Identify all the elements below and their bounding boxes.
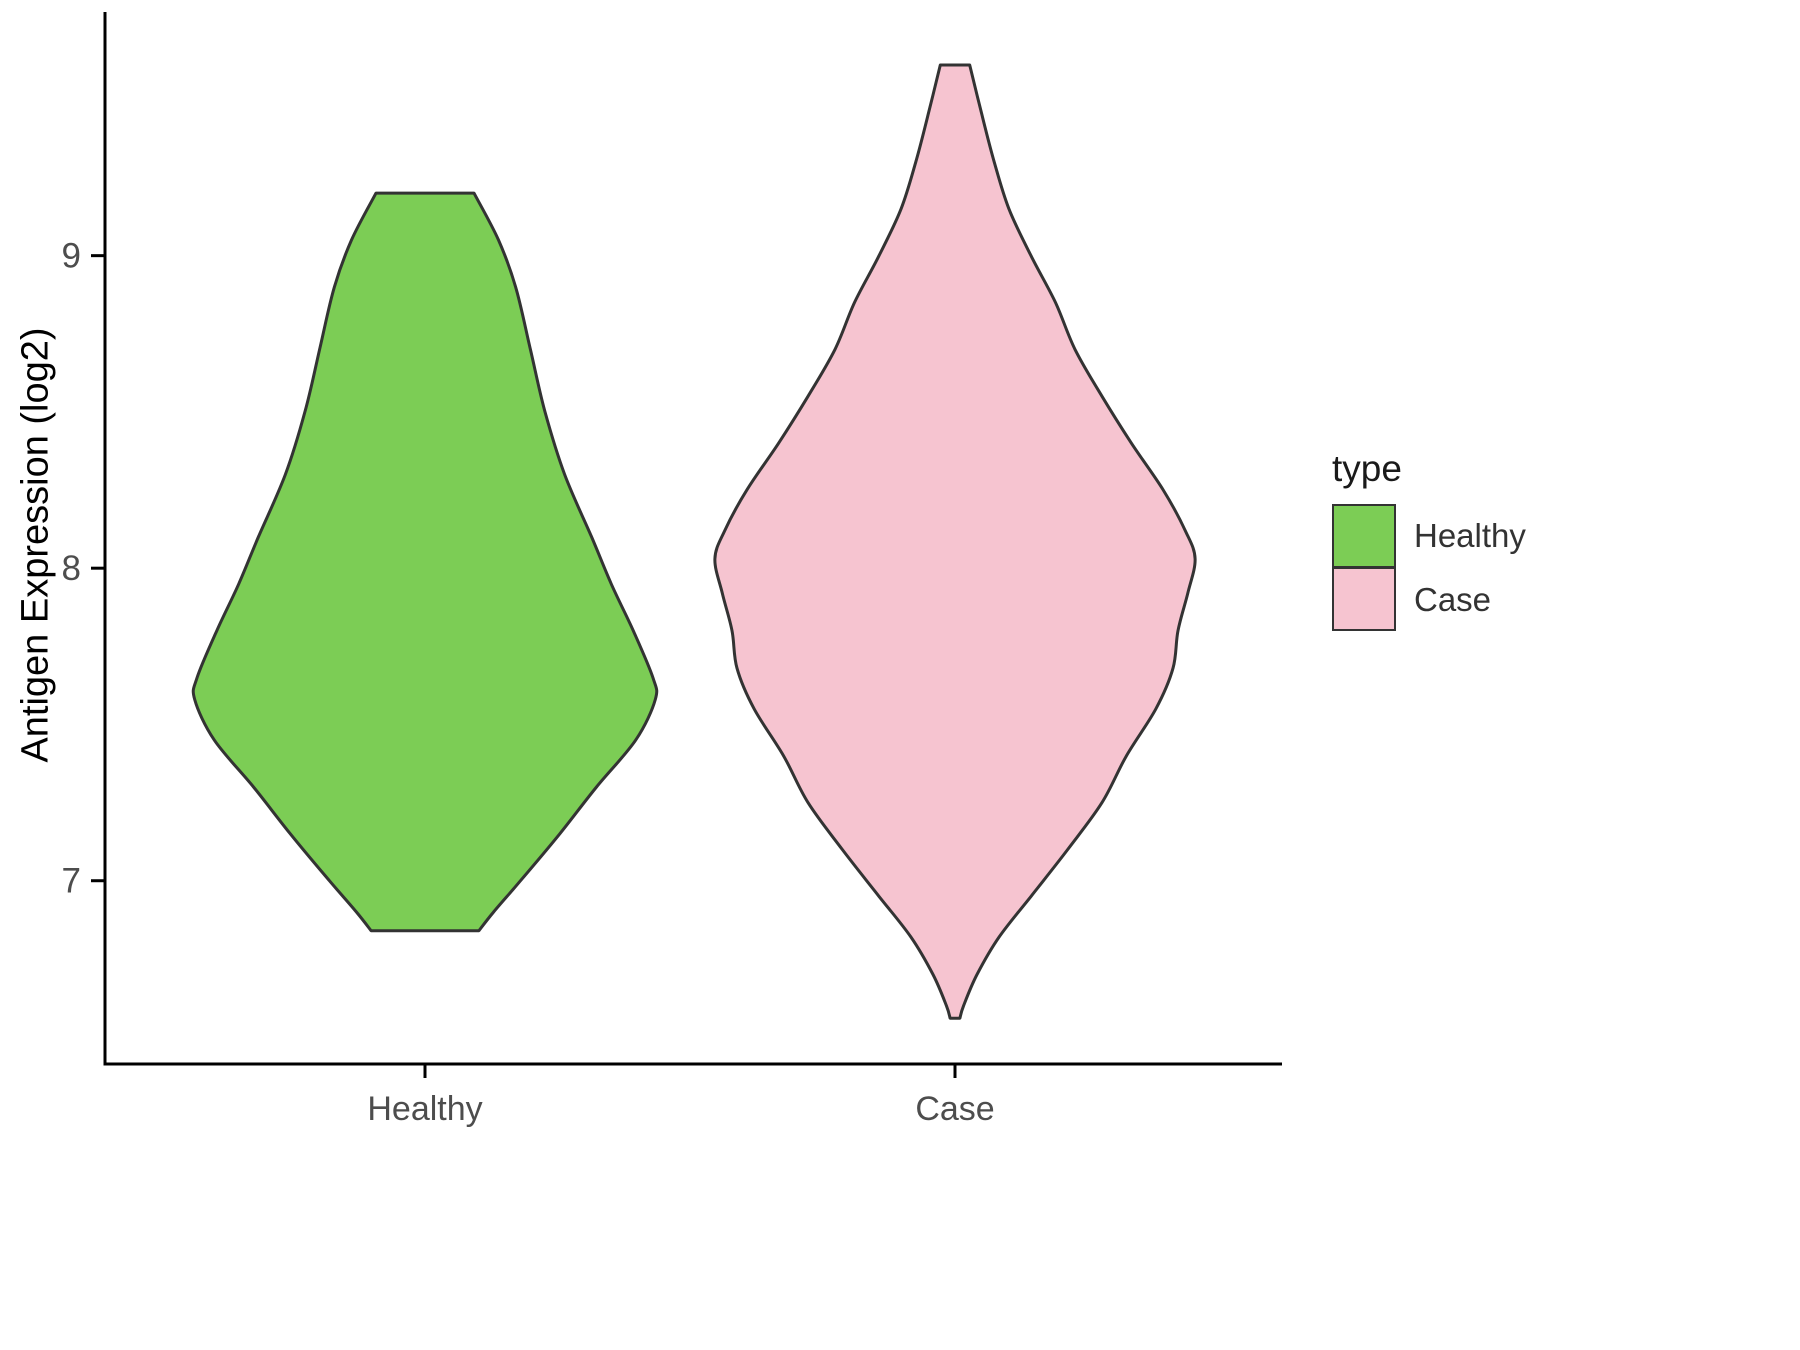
legend-title: type <box>1332 448 1402 489</box>
legend-entry-case: Case <box>1332 567 1526 632</box>
legend: type Healthy Case <box>1332 448 1526 632</box>
y-tick-label: 8 <box>62 549 81 588</box>
legend-swatch-healthy <box>1332 504 1396 568</box>
violin-case <box>713 63 1197 1020</box>
legend-label-case: Case <box>1414 581 1492 618</box>
legend-entry-healthy: Healthy <box>1332 504 1526 568</box>
x-category-label: Healthy <box>367 1090 482 1128</box>
y-axis-title: Antigen Expression (log2) <box>14 327 57 763</box>
legend-swatch-case <box>1332 567 1396 631</box>
legend-label-healthy: Healthy <box>1414 517 1526 554</box>
violin-healthy <box>191 191 659 933</box>
x-category-label: Case <box>915 1090 994 1128</box>
y-tick-label: 7 <box>62 862 81 901</box>
y-tick-label: 9 <box>62 237 81 276</box>
